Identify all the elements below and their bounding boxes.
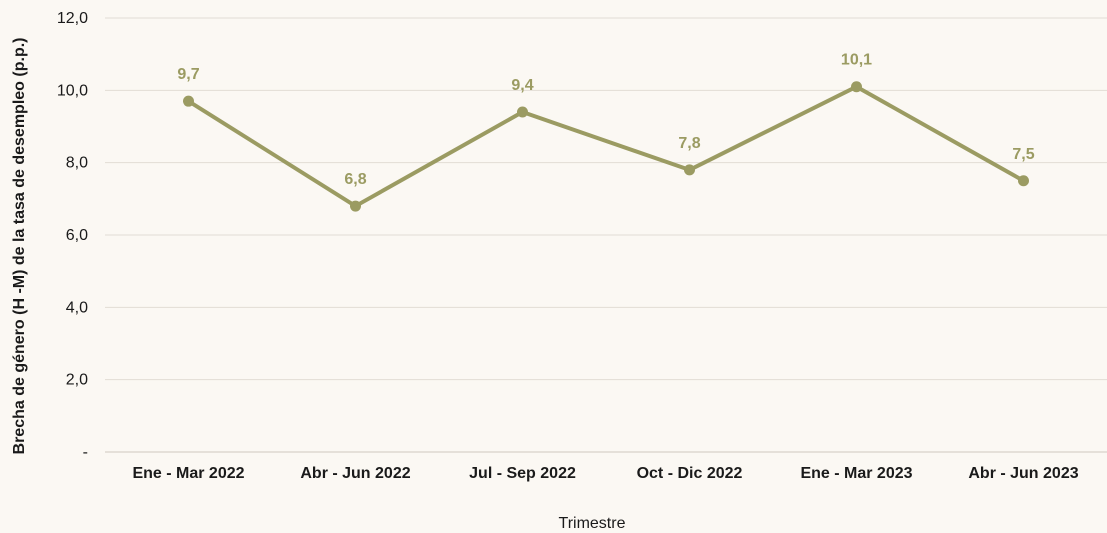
y-tick-label: 4,0	[66, 299, 88, 316]
y-tick-label: 10,0	[57, 82, 88, 99]
gridlines	[105, 17, 1107, 453]
y-tick-label: 6,0	[66, 227, 88, 244]
data-point	[684, 164, 695, 176]
series-line	[183, 81, 1029, 212]
y-axis-title: Brecha de género (H -M) de la tasa de de…	[11, 38, 28, 455]
data-label: 10,1	[841, 52, 872, 69]
x-tick-label: Ene - Mar 2023	[800, 465, 912, 482]
x-tick-label: Jul - Sep 2022	[469, 465, 576, 482]
data-point	[183, 95, 194, 107]
x-tick-label: Abr - Jun 2023	[968, 465, 1078, 482]
x-axis-title: Trimestre	[559, 515, 626, 532]
data-point	[350, 200, 361, 212]
y-axis-ticks: - 2,0 4,0 6,0 8,0 10,0 12,0	[57, 10, 88, 461]
x-tick-label: Abr - Jun 2022	[300, 465, 410, 482]
x-axis-ticks: Ene - Mar 2022 Abr - Jun 2022 Jul - Sep 20…	[132, 465, 1078, 482]
data-label: 9,4	[511, 77, 533, 94]
y-tick-label: 12,0	[57, 10, 88, 27]
x-tick-label: Oct - Dic 2022	[637, 465, 743, 482]
y-tick-label: 2,0	[66, 372, 88, 389]
y-tick-label: -	[83, 444, 88, 461]
data-label: 7,5	[1012, 146, 1034, 163]
data-label: 6,8	[344, 171, 366, 188]
data-point	[517, 106, 528, 118]
data-label: 7,8	[678, 135, 700, 152]
data-point	[1018, 175, 1029, 187]
x-tick-label: Ene - Mar 2022	[132, 465, 244, 482]
data-labels: 9,7 6,8 9,4 7,8 10,1 7,5	[177, 52, 1034, 188]
y-tick-label: 8,0	[66, 155, 88, 172]
data-label: 9,7	[177, 66, 199, 83]
series-path	[186, 84, 1026, 209]
data-point	[851, 81, 862, 93]
